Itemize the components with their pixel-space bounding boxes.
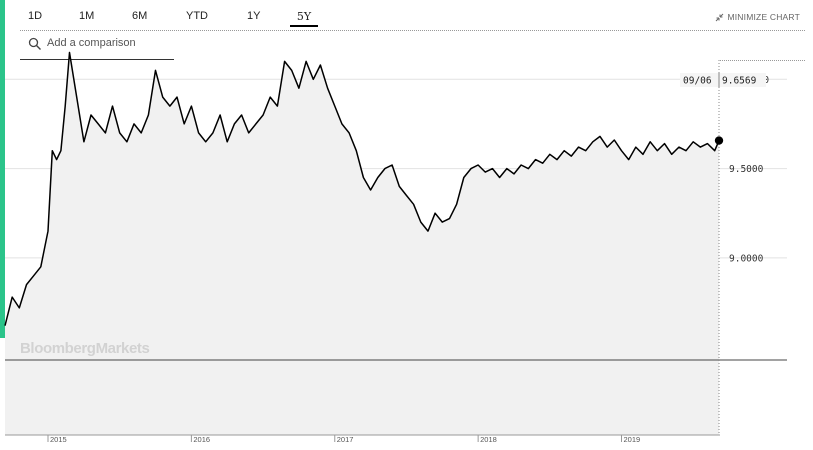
tab-5y[interactable]: 5Y bbox=[290, 10, 318, 27]
tab-6m[interactable]: 6M bbox=[132, 10, 148, 22]
accent-bar bbox=[0, 0, 5, 338]
minimize-icon bbox=[716, 13, 724, 21]
x-axis-ticks: 2015 2016 2017 2018 2019 bbox=[47, 435, 641, 444]
comparison-search bbox=[20, 31, 187, 60]
y-tick-label: 9.5000 bbox=[729, 164, 764, 175]
last-point-marker bbox=[714, 136, 724, 145]
minimize-chart-label: MINIMIZE CHART bbox=[727, 12, 800, 22]
x-tick-label: 2015 bbox=[50, 435, 67, 444]
tabs-divider bbox=[20, 30, 805, 31]
x-tick-label: 2017 bbox=[337, 435, 354, 444]
search-icon bbox=[28, 37, 41, 50]
tab-1y[interactable]: 1Y bbox=[247, 10, 261, 22]
readout-value: 9.6569 bbox=[722, 76, 757, 87]
search-input[interactable] bbox=[47, 37, 187, 49]
y-tick-label: 9.0000 bbox=[729, 253, 764, 264]
area-fill bbox=[5, 52, 719, 435]
time-range-tabs: 1D 1M 6M YTD 1Y 5Y MINIMIZE CHART bbox=[20, 0, 810, 30]
tab-1m[interactable]: 1M bbox=[79, 10, 95, 22]
watermark-text: BloombergMarkets bbox=[20, 340, 150, 357]
readout-date: 09/06 bbox=[683, 76, 712, 87]
series-line bbox=[4, 51, 720, 326]
tab-ytd[interactable]: YTD bbox=[186, 10, 208, 22]
watermark-logo: BloombergMarkets bbox=[20, 340, 150, 357]
minimize-chart-button[interactable]: MINIMIZE CHART bbox=[715, 12, 800, 22]
x-tick-label: 2018 bbox=[480, 435, 497, 444]
readout: 09/06 9.6569 bbox=[680, 73, 766, 87]
tab-1d[interactable]: 1D bbox=[28, 10, 43, 22]
x-tick-label: 2019 bbox=[624, 435, 641, 444]
x-tick-label: 2016 bbox=[193, 435, 210, 444]
readout-box bbox=[680, 73, 766, 87]
